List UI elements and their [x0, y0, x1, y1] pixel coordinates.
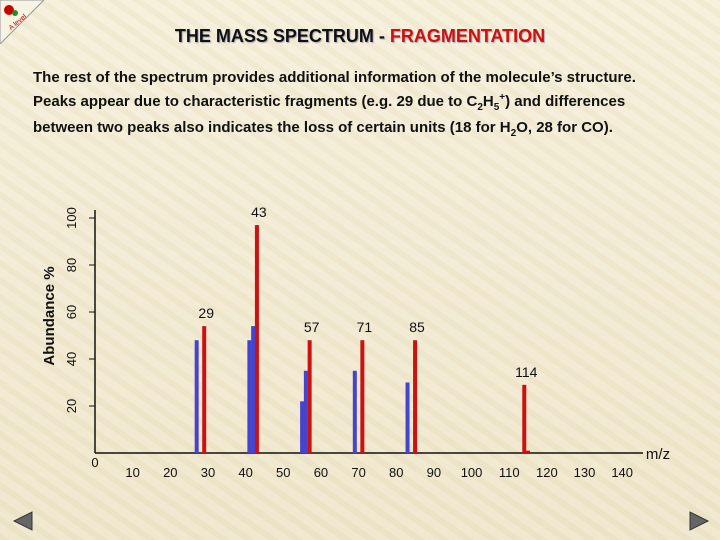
x-tick-label: 90 [427, 465, 441, 480]
triangle-left-icon[interactable] [12, 510, 34, 532]
y-axis-label: Abundance % [41, 266, 58, 365]
x-tick-label: 120 [536, 465, 558, 480]
x-axis-label: m/z [646, 446, 670, 463]
x-tick-label: 70 [351, 465, 365, 480]
formula-sub: 2 [477, 102, 483, 113]
title-accent: FRAGMENTATION [389, 26, 546, 46]
intro-line-1: The rest of the spectrum provides additi… [33, 69, 636, 86]
formula-sub: 2 [510, 128, 517, 139]
peak-label: 29 [198, 305, 214, 321]
peak-bar [247, 340, 252, 453]
triangle-right-icon[interactable] [688, 510, 710, 532]
formula-sub: 5 [493, 102, 500, 113]
a-level-logo: A level [0, 0, 44, 44]
x-tick-label: 10 [125, 465, 139, 480]
peak-label: 85 [409, 319, 425, 335]
x-tick-label: 140 [611, 465, 633, 480]
intro-line-3a: between two peaks also indicates the los… [33, 119, 511, 136]
peak-label: 43 [251, 204, 267, 220]
y-tick-label: 80 [64, 258, 79, 272]
intro-line-2a: Peaks appear due to characteristic fragm… [33, 93, 478, 110]
peak-bar [202, 326, 207, 453]
y-tick-label: 40 [64, 352, 79, 366]
peak-bar [413, 340, 418, 453]
peak-label: 57 [304, 319, 320, 335]
x-tick-label: 130 [574, 465, 596, 480]
peak-bar [526, 450, 531, 453]
peak-bar [360, 340, 365, 453]
x-tick-label: 110 [499, 465, 520, 480]
logo-dot-red [4, 5, 14, 15]
peak-bar [405, 382, 410, 453]
peak-label: 114 [515, 364, 538, 380]
peak-bar [300, 401, 305, 453]
intro-line-2c: ) and differences [505, 93, 626, 110]
peak-bar [522, 384, 527, 453]
peak-bar [254, 225, 259, 453]
peak-label: 71 [357, 319, 373, 335]
peak-bar [352, 370, 357, 453]
peak-bar [251, 326, 256, 453]
y-tick-label: 100 [64, 207, 79, 229]
x-tick-label: 60 [314, 465, 328, 480]
title-main: THE MASS SPECTRUM - [174, 26, 390, 46]
peak-bar [307, 340, 312, 453]
y-tick-label: 60 [64, 305, 79, 319]
y-tick-label: 20 [64, 399, 79, 413]
formula-sup: + [499, 92, 506, 103]
intro-paragraph: The rest of the spectrum provides additi… [33, 68, 693, 144]
logo-dot-green [12, 10, 18, 16]
x-tick-label: 50 [276, 465, 290, 480]
x-tick-label: 80 [389, 465, 403, 480]
x-tick-label: 20 [163, 465, 177, 480]
intro-line-2b: H [482, 93, 494, 110]
slide-title: THE MASS SPECTRUM - FRAGMENTATION [0, 26, 720, 47]
x-tick-label: 40 [238, 465, 252, 480]
intro-line-3b: O, 28 for CO). [516, 119, 613, 136]
x-tick-label: 100 [461, 465, 483, 480]
x-tick-label: 30 [201, 465, 215, 480]
x-tick-label: 0 [91, 455, 98, 470]
peak-bar [194, 340, 199, 453]
peak-bar [303, 370, 308, 453]
